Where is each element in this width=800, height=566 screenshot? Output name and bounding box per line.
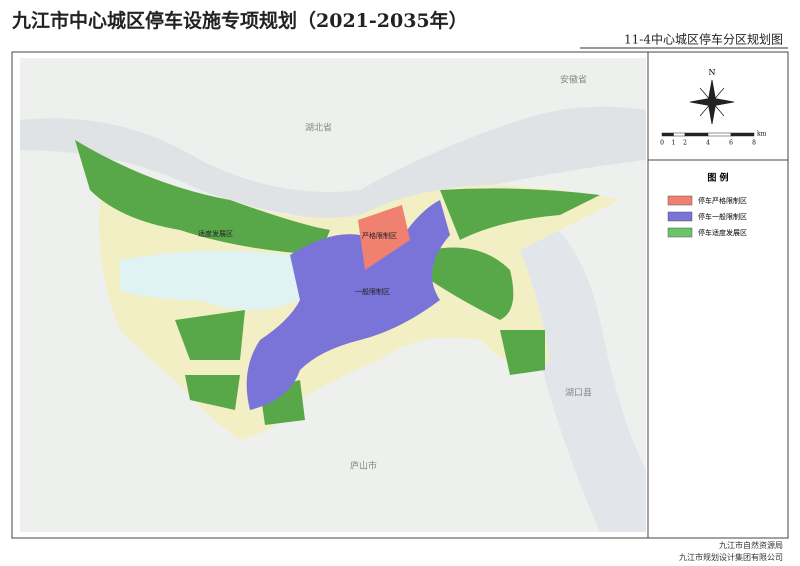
title: 九江市中心城区停车设施专项规划（2021-2035年） [11,9,468,32]
green-zone [440,188,600,240]
scale-tick-label: 2 [683,140,687,147]
scale-tick-label: 8 [752,140,756,147]
scale-tick-label: 0 [660,140,664,147]
map-label: 适度发展区 [198,229,233,238]
scale-unit: km [757,131,767,138]
legend-swatch [667,195,693,206]
map [20,58,646,532]
footer-line: 九江市规划设计集团有限公司 [679,552,783,562]
map-label: 安徽省 [560,74,587,86]
legend-swatch [667,227,693,238]
legend-swatch [667,211,693,222]
water-park [120,251,300,310]
north-label: N [709,68,716,77]
blue-zone [246,200,450,410]
scale-tick-label: 6 [729,140,733,147]
map-label: 一般限制区 [355,287,390,296]
map-label: 湖北省 [305,122,332,134]
scale-tick-label: 1 [672,140,676,147]
scale-segment [673,132,686,137]
legend-label: 停车一般限制区 [698,212,747,221]
subtitle: 11-4中心城区停车分区规划图 [624,32,783,47]
legend-title: 图 例 [707,172,728,184]
map-label: 庐山市 [350,460,377,472]
scale-segment [684,132,709,137]
scale-tick-label: 4 [706,140,710,147]
footer-line: 九江市自然资源局 [719,540,783,550]
legend-label: 停车适度发展区 [698,228,747,237]
red-zone [358,205,410,270]
green-zone [500,330,545,375]
legend-label: 停车严格限制区 [698,196,747,205]
green-zone [430,247,514,320]
map-label: 严格限制区 [362,231,397,240]
scale-segment [730,132,755,137]
map-label: 湖口县 [565,388,592,399]
north-arrow [689,79,735,125]
lake [500,200,646,532]
scale-segment [661,132,674,137]
scale-segment [707,132,732,137]
river [20,106,646,220]
green-zone [75,140,330,255]
